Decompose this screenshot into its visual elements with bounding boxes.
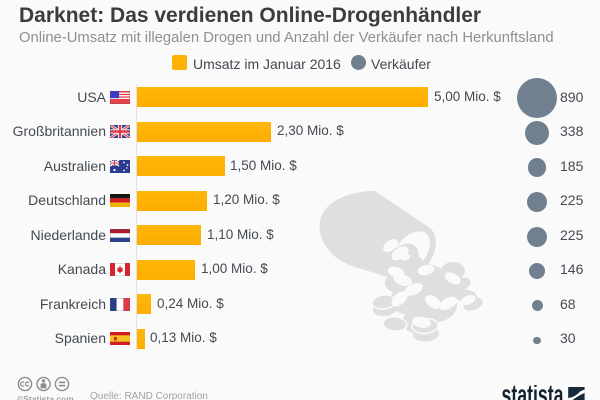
svg-text:statista: statista bbox=[502, 385, 564, 400]
